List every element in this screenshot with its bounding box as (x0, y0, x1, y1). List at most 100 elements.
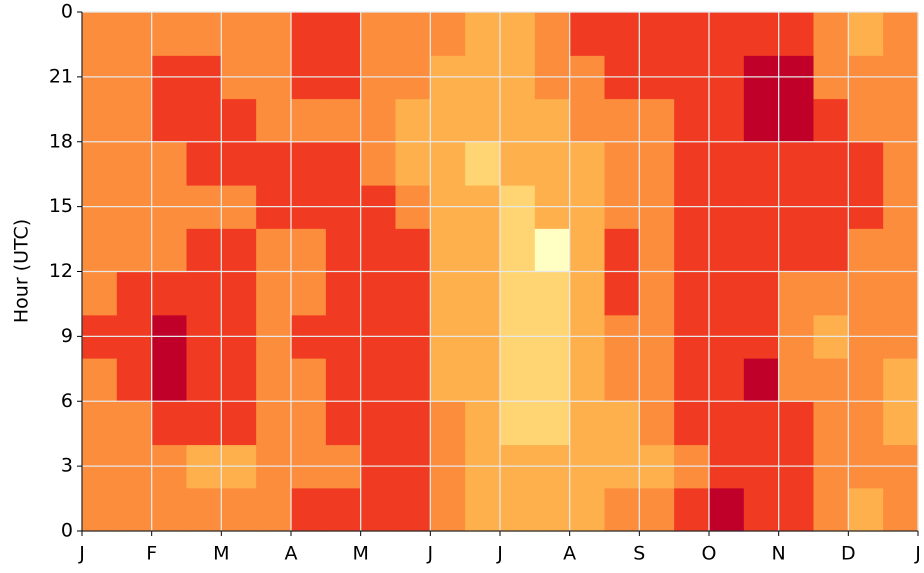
heatmap-cell (848, 98, 884, 143)
heatmap-cells (82, 12, 919, 532)
heatmap-cell (151, 98, 188, 143)
heatmap-cell (395, 98, 431, 143)
heatmap-cell (534, 358, 571, 402)
heatmap-cell (221, 98, 257, 143)
heatmap-cell (813, 401, 849, 446)
y-tick-label: 0 (61, 520, 73, 542)
heatmap-cell (813, 228, 849, 273)
heatmap-cell (360, 487, 397, 532)
heatmap-cell (465, 271, 501, 316)
heatmap-cell (604, 487, 640, 532)
heatmap-cell (186, 271, 222, 316)
heatmap-cell (743, 271, 780, 316)
heatmap-cell (778, 487, 815, 532)
heatmap-cell (848, 487, 884, 532)
heatmap-cell (639, 487, 675, 532)
heatmap-cell (813, 487, 849, 532)
x-tick-label: O (702, 543, 717, 565)
heatmap-cell (151, 271, 188, 316)
heatmap-cell (221, 228, 257, 273)
heatmap-cell (848, 12, 884, 56)
heatmap-cell (256, 98, 292, 143)
heatmap-cell (604, 12, 640, 56)
heatmap-cell (534, 12, 571, 56)
heatmap-cell (291, 12, 327, 56)
heatmap-cell (883, 487, 919, 532)
heatmap-cell (186, 487, 222, 532)
heatmap-cell (82, 401, 118, 446)
heatmap-cell (465, 228, 501, 273)
y-tick-label: 12 (49, 260, 73, 282)
heatmap-cell (674, 358, 710, 402)
heatmap-cell (430, 271, 466, 316)
heatmap-cell (395, 358, 431, 402)
heatmap-cell (534, 98, 571, 143)
x-tick-label: M (352, 543, 368, 565)
heatmap-cell (778, 141, 815, 186)
heatmap-cell (116, 401, 153, 446)
heatmap-cell (848, 141, 884, 186)
x-tick-label: D (841, 543, 856, 565)
heatmap-cell (778, 12, 815, 56)
heatmap-cell (151, 358, 188, 402)
heatmap-cell (291, 228, 327, 273)
heatmap-cell (674, 487, 710, 532)
heatmap-cell (465, 487, 501, 532)
heatmap-cell (256, 228, 292, 273)
heatmap-cell (465, 98, 501, 143)
heatmap-cell (500, 358, 536, 402)
heatmap-cell (778, 98, 815, 143)
x-tick-label: J (78, 543, 85, 565)
heatmap-cell (395, 487, 431, 532)
heatmap-cell (221, 358, 257, 402)
heatmap-cell (604, 271, 640, 316)
heatmap-cell (186, 228, 222, 273)
heatmap-cell (116, 141, 153, 186)
heatmap-cell (534, 401, 571, 446)
heatmap-cell (709, 12, 745, 56)
heatmap-cell (883, 401, 919, 446)
heatmap-cell (291, 271, 327, 316)
heatmap-cell (395, 12, 431, 56)
heatmap-cell (360, 401, 397, 446)
heatmap-cell (883, 98, 919, 143)
x-tick-label: F (146, 543, 157, 565)
heatmap-cell (500, 401, 536, 446)
heatmap-cell (116, 271, 153, 316)
heatmap-cell (325, 487, 362, 532)
heatmap-cell (221, 401, 257, 446)
x-tick-label: J (496, 543, 503, 565)
heatmap-cell (743, 358, 780, 402)
heatmap-cell (639, 141, 675, 186)
x-tick-label: J (914, 543, 921, 565)
heatmap-cell (674, 401, 710, 446)
heatmap-cell (151, 487, 188, 532)
heatmap-cell (569, 12, 606, 56)
heatmap-cell (813, 271, 849, 316)
heatmap-cell (743, 487, 780, 532)
heatmap-cell (325, 358, 362, 402)
heatmap-cell (221, 12, 257, 56)
heatmap-cell (674, 98, 710, 143)
heatmap-cell (256, 487, 292, 532)
heatmap-cell (465, 401, 501, 446)
heatmap-cell (395, 271, 431, 316)
heatmap-cell (430, 487, 466, 532)
heatmap-cell (430, 12, 466, 56)
heatmap-cell (256, 358, 292, 402)
heatmap-cell (395, 141, 431, 186)
heatmap-cell (82, 487, 118, 532)
heatmap-cell (151, 401, 188, 446)
heatmap-cell (151, 12, 188, 56)
heatmap-cell (221, 141, 257, 186)
heatmap-cell (604, 228, 640, 273)
heatmap-cell (813, 98, 849, 143)
heatmap-cell (883, 358, 919, 402)
x-tick-label: J (427, 543, 434, 565)
heatmap-cell (743, 141, 780, 186)
heatmap-cell (639, 401, 675, 446)
heatmap-cell (500, 141, 536, 186)
heatmap-cell (151, 141, 188, 186)
